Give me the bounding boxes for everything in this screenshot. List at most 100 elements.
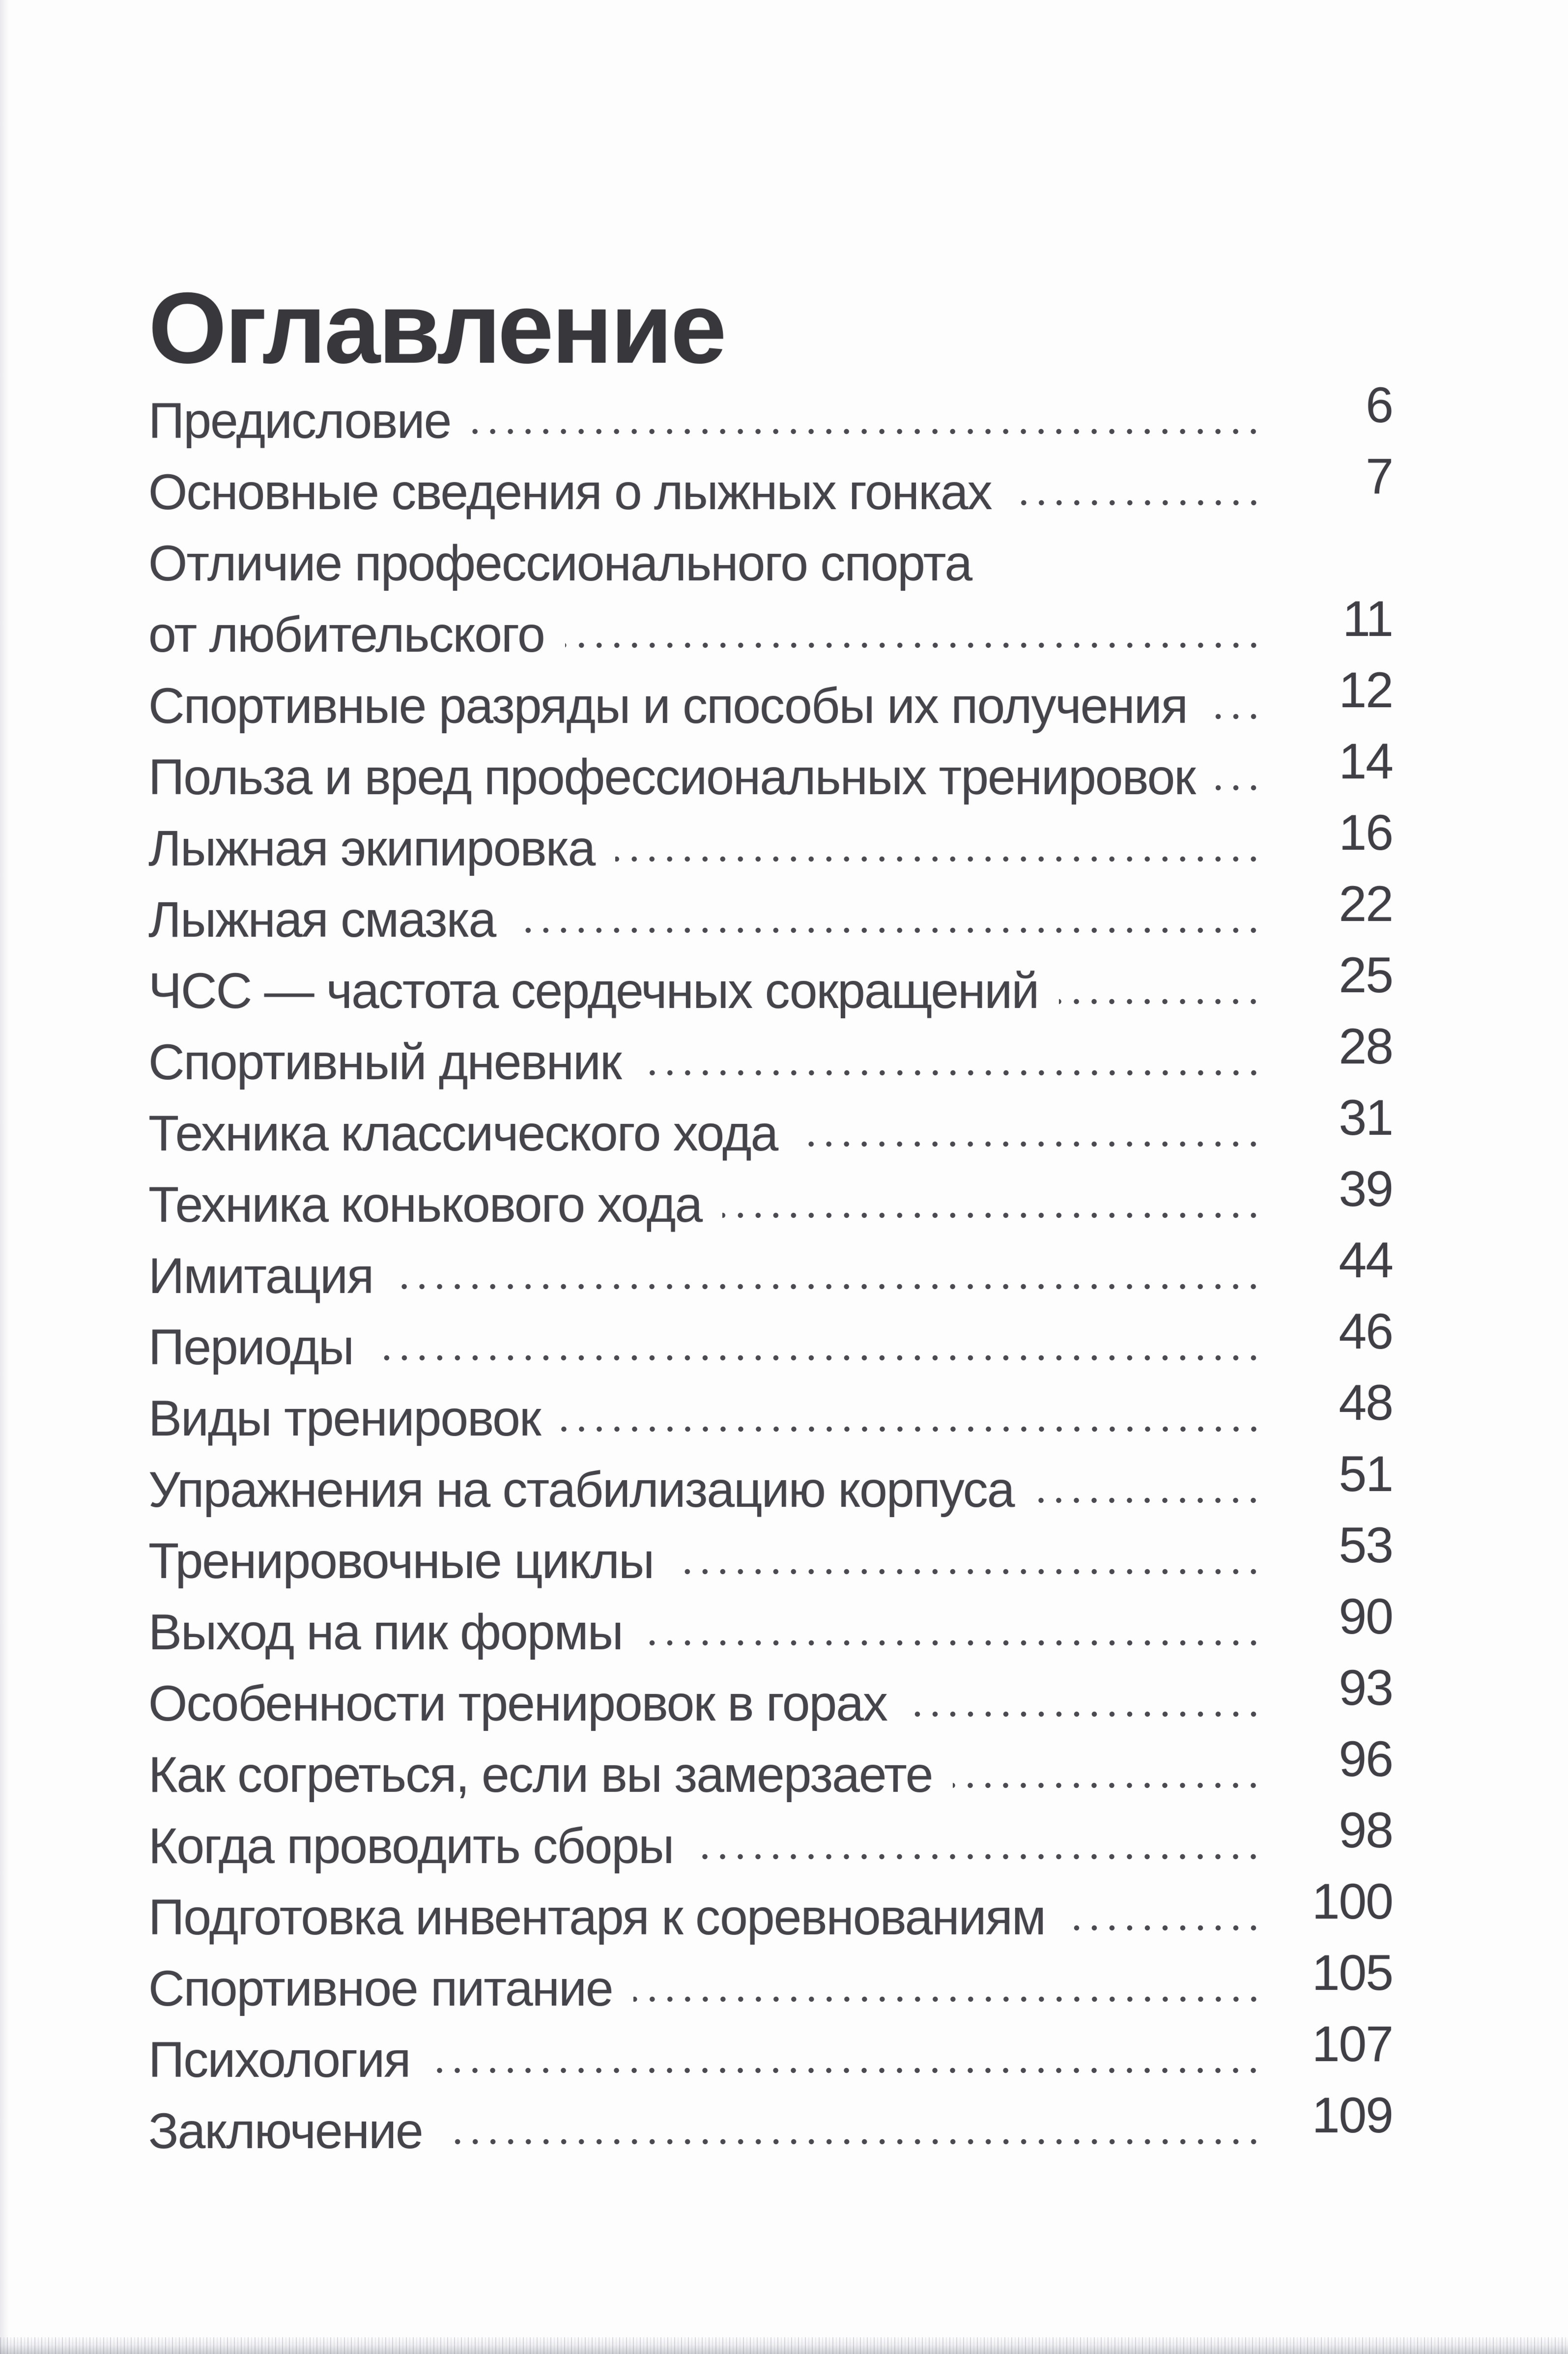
dot-leader xyxy=(722,1212,1268,1219)
toc-entry: Лыжная смазка 22 xyxy=(148,873,1394,947)
toc-entry-page-number: 53 xyxy=(1339,1517,1394,1573)
toc-entry-label: Спортивное питание xyxy=(148,1960,614,2016)
toc-entry-page-number: 48 xyxy=(1339,1375,1394,1431)
page-title: Оглавление xyxy=(148,272,727,385)
toc-entry: Основные сведения о лыжных гонках 7 xyxy=(148,446,1394,520)
toc-entry: Упражнения на стабилизацию корпуса 51 xyxy=(148,1443,1394,1518)
toc-entry: Подготовка инвентаря к соревнованиям 100 xyxy=(148,1871,1394,1945)
toc-entry: Техника классического хода 31 xyxy=(148,1087,1394,1161)
toc-entry-page-number: 25 xyxy=(1339,947,1394,1003)
toc-entry: ЧСС — частота сердечных сокращений 25 xyxy=(148,945,1394,1019)
toc-entry-label: Заключение xyxy=(148,2103,424,2159)
toc-entry: Техника конькового хода 39 xyxy=(148,1158,1394,1233)
toc-entry: Выход на пик формы 90 xyxy=(148,1586,1394,1660)
toc-entry: Имитация 44 xyxy=(148,1230,1394,1304)
toc-entry: Заключение 109 xyxy=(148,2085,1394,2159)
toc-entry-page-number: 109 xyxy=(1311,2087,1394,2143)
toc-entry: от любительского 11 xyxy=(148,588,1394,662)
dot-leader xyxy=(565,642,1268,649)
toc-entry-label: Подготовка инвентаря к соревнованиям xyxy=(148,1889,1046,1945)
dot-leader xyxy=(471,428,1268,435)
toc-entry-page-number: 51 xyxy=(1339,1446,1394,1502)
toc-entry-label: Лыжная экипировка xyxy=(148,820,596,876)
toc-entry-label: Психология xyxy=(148,2032,411,2088)
toc-entry: Особенности тренировок в горах 93 xyxy=(148,1657,1394,1731)
toc-entry-page-number: 6 xyxy=(1366,377,1394,433)
toc-list: Предисловие 6 Основные сведения о лыжных… xyxy=(148,374,1394,2159)
dot-leader xyxy=(1034,1497,1268,1504)
toc-entry-label: Когда проводить сборы xyxy=(148,1818,674,1874)
toc-entry-label: Упражнения на стабилизацию корпуса xyxy=(148,1462,1015,1518)
dot-leader xyxy=(374,1354,1268,1361)
toc-entry: Предисловие 6 xyxy=(148,374,1394,449)
scan-edge-bottom-artifact xyxy=(0,2337,1568,2354)
toc-entry: Спортивные разряды и способы их получени… xyxy=(148,660,1394,734)
dot-leader xyxy=(907,1711,1268,1718)
toc-entry-label: Спортивный дневник xyxy=(148,1034,622,1090)
toc-entry-page-number: 44 xyxy=(1339,1232,1394,1288)
toc-entry-page-number: 28 xyxy=(1339,1018,1394,1074)
toc-entry-label: Спортивные разряды и способы их получени… xyxy=(148,678,1188,734)
dot-leader xyxy=(633,1996,1268,2003)
toc-entry-label: Имитация xyxy=(148,1248,374,1304)
toc-entry-page-number: 11 xyxy=(1342,591,1394,647)
dot-leader xyxy=(561,1426,1268,1433)
toc-entry-label: Особенности тренировок в горах xyxy=(148,1675,888,1731)
toc-entry: Отличие профессионального спорта xyxy=(148,517,1393,588)
dot-leader xyxy=(953,1782,1268,1789)
dot-leader xyxy=(1059,998,1268,1005)
dot-leader xyxy=(443,2138,1268,2145)
toc-entry-page-number: 90 xyxy=(1339,1588,1394,1644)
dot-leader xyxy=(643,1639,1268,1646)
toc-entry-label: ЧСС — частота сердечных сокращений xyxy=(148,963,1039,1019)
toc-entry-page-number: 7 xyxy=(1366,448,1394,504)
dot-leader xyxy=(1215,784,1268,791)
toc-entry-page-number: 31 xyxy=(1339,1090,1394,1146)
toc-entry: Периоды 46 xyxy=(148,1301,1394,1375)
toc-entry-label: Выход на пик формы xyxy=(148,1604,624,1660)
dot-leader xyxy=(798,1141,1268,1148)
dot-leader xyxy=(1066,1924,1268,1931)
dot-leader xyxy=(430,2067,1268,2074)
toc-entry-page-number: 107 xyxy=(1311,2016,1394,2072)
dot-leader xyxy=(516,927,1268,934)
dot-leader xyxy=(1012,499,1268,506)
dot-leader xyxy=(394,1283,1268,1290)
toc-entry-page-number: 100 xyxy=(1311,1873,1394,1929)
toc-entry-page-number: 16 xyxy=(1339,804,1394,861)
toc-entry-page-number: 93 xyxy=(1339,1660,1394,1716)
toc-entry-page-number: 39 xyxy=(1339,1161,1394,1217)
toc-entry: Как согреться, если вы замерзаете 96 xyxy=(148,1728,1394,1803)
dot-leader xyxy=(1207,713,1268,720)
dot-leader xyxy=(694,1853,1268,1860)
toc-entry-page-number: 98 xyxy=(1339,1802,1394,1858)
toc-entry: Польза и вред профессиональных тренирово… xyxy=(148,731,1394,805)
toc-entry-label: Польза и вред профессиональных тренирово… xyxy=(148,749,1196,805)
dot-leader xyxy=(641,1069,1268,1076)
scan-edge-left-artifact xyxy=(0,0,9,2354)
toc-entry-label: Отличие профессионального спорта xyxy=(148,535,972,591)
toc-entry-label: Техника конькового хода xyxy=(148,1177,703,1233)
toc-entry: Виды тренировок 48 xyxy=(148,1372,1394,1446)
toc-entry: Спортивный дневник 28 xyxy=(148,1016,1394,1090)
toc-entry-label: Тренировочные циклы xyxy=(148,1533,655,1589)
toc-entry-label: от любительского xyxy=(148,606,545,662)
toc-entry-label: Предисловие xyxy=(148,393,452,449)
toc-entry-label: Основные сведения о лыжных гонках xyxy=(148,464,993,520)
toc-entry: Лыжная экипировка 16 xyxy=(148,802,1394,876)
toc-entry: Тренировочные циклы 53 xyxy=(148,1515,1394,1589)
toc-entry-page-number: 96 xyxy=(1339,1731,1394,1787)
toc-entry-label: Как согреться, если вы замерзаете xyxy=(148,1747,933,1803)
toc-entry-label: Лыжная смазка xyxy=(148,891,496,947)
toc-entry: Психология 107 xyxy=(148,2013,1394,2088)
dot-leader xyxy=(615,856,1268,862)
toc-entry-page-number: 14 xyxy=(1339,733,1394,789)
toc-entry: Когда проводить сборы 98 xyxy=(148,1800,1394,1874)
toc-entry-page-number: 105 xyxy=(1311,1945,1394,2001)
toc-entry-label: Виды тренировок xyxy=(148,1390,542,1446)
toc-entry-label: Техника классического хода xyxy=(148,1105,778,1161)
toc-entry-page-number: 12 xyxy=(1339,662,1394,718)
toc-entry-label: Периоды xyxy=(148,1319,354,1375)
toc-entry: Спортивное питание 105 xyxy=(148,1942,1394,2016)
